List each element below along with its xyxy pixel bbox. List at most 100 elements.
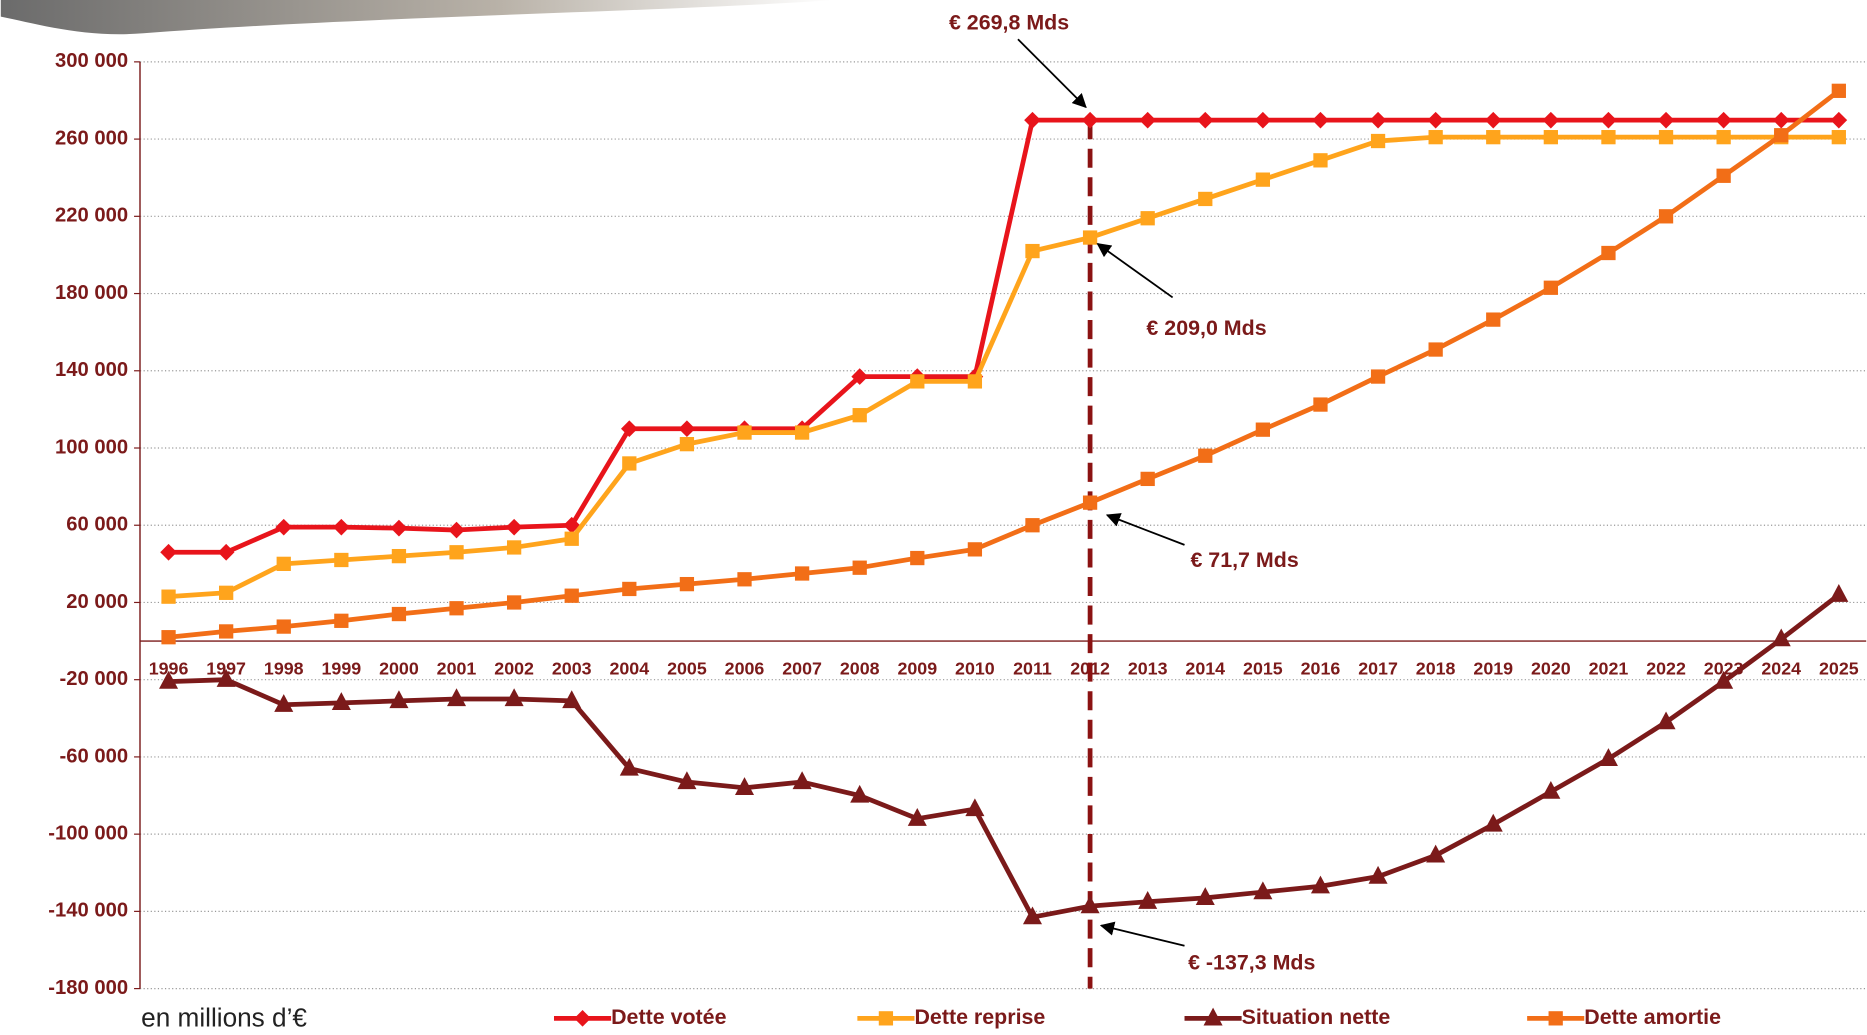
point	[1829, 584, 1848, 602]
x-tick-label: 2022	[1646, 658, 1686, 678]
point	[1600, 112, 1617, 129]
point	[1371, 134, 1385, 148]
x-tick-label: 2003	[552, 658, 592, 678]
point	[622, 582, 636, 596]
y-tick-label: -180 000	[48, 977, 128, 999]
x-tick-label: 2009	[897, 658, 937, 678]
x-tick-label: 2006	[725, 658, 765, 678]
point	[1198, 449, 1212, 463]
point	[275, 519, 292, 536]
point	[1601, 130, 1615, 144]
x-tick-label: 2017	[1358, 658, 1398, 678]
x-tick-label: 2018	[1416, 658, 1456, 678]
point	[1427, 112, 1444, 129]
x-tick-label: 2011	[1013, 658, 1052, 678]
point	[737, 425, 751, 439]
x-tick-label: 2004	[609, 658, 649, 678]
x-tick-label: 2008	[840, 658, 880, 678]
point	[853, 561, 867, 575]
x-tick-label: 2005	[667, 658, 707, 678]
point	[333, 519, 350, 536]
point	[793, 771, 812, 789]
x-tick-label: 2019	[1473, 658, 1513, 678]
point	[1773, 112, 1790, 129]
point	[679, 420, 696, 437]
point	[1141, 211, 1155, 225]
point	[391, 520, 408, 537]
y-tick-label: -140 000	[48, 900, 128, 922]
point	[910, 551, 924, 565]
point	[1544, 130, 1558, 144]
x-tick-label: 2016	[1301, 658, 1341, 678]
y-tick-label: -60 000	[60, 745, 129, 767]
point	[1255, 112, 1272, 129]
point	[1543, 112, 1560, 129]
point	[853, 408, 867, 422]
y-tick-label: 260 000	[55, 127, 128, 149]
x-tick-label: 2000	[379, 658, 419, 678]
x-tick-label: 2010	[955, 658, 995, 678]
annotation-arrow	[1101, 926, 1184, 946]
x-tick-label: 2024	[1761, 658, 1801, 678]
point	[161, 630, 175, 644]
y-tick-label: 220 000	[55, 205, 128, 227]
point	[218, 544, 235, 561]
annotation: € 269,8 Mds	[949, 10, 1069, 34]
point	[219, 586, 233, 600]
legend-label: Dette reprise	[914, 1005, 1045, 1029]
point	[680, 577, 694, 591]
y-tick-label: 60 000	[66, 514, 128, 536]
point	[448, 522, 465, 539]
point	[1313, 153, 1327, 167]
point	[160, 544, 177, 561]
x-tick-label: 1998	[264, 658, 304, 678]
point	[1025, 244, 1039, 258]
point	[1486, 312, 1500, 326]
point	[1256, 423, 1270, 437]
point	[795, 566, 809, 580]
point	[1601, 246, 1615, 260]
point	[506, 519, 523, 536]
point	[1083, 230, 1097, 244]
x-tick-label: 2013	[1128, 658, 1168, 678]
point	[219, 624, 233, 638]
point	[1025, 518, 1039, 532]
point	[1485, 112, 1502, 129]
x-tick-label: 2020	[1531, 658, 1571, 678]
point	[1831, 112, 1848, 129]
point	[392, 607, 406, 621]
point	[507, 595, 521, 609]
point	[737, 572, 751, 586]
point	[622, 456, 636, 470]
point	[1659, 130, 1673, 144]
y-tick-label: 140 000	[55, 359, 128, 381]
x-tick-label: 2025	[1819, 658, 1859, 678]
point	[1659, 209, 1673, 223]
x-tick-label: 2021	[1589, 658, 1629, 678]
point	[392, 549, 406, 563]
point	[1716, 130, 1730, 144]
y-tick-label: 100 000	[55, 436, 128, 458]
point	[277, 557, 291, 571]
point	[277, 619, 291, 633]
point	[1024, 112, 1041, 129]
y-axis-label: en millions d’€	[141, 1002, 307, 1032]
annotation-arrow	[1098, 244, 1173, 298]
legend-marker	[1549, 1011, 1563, 1025]
y-tick-label: 300 000	[55, 50, 128, 72]
point	[334, 614, 348, 628]
annotation-arrow	[1018, 39, 1086, 107]
point	[1198, 192, 1212, 206]
point	[449, 545, 463, 559]
annotation-arrow	[1107, 515, 1184, 545]
legend-label: Dette amortie	[1584, 1005, 1721, 1029]
x-tick-label: 2001	[437, 658, 477, 678]
point	[965, 798, 984, 816]
point	[1832, 84, 1846, 98]
y-tick-label: 180 000	[55, 282, 128, 304]
point	[1658, 112, 1675, 129]
point	[1544, 281, 1558, 295]
legend-marker	[574, 1010, 591, 1027]
x-tick-label: 2014	[1185, 658, 1225, 678]
point	[1141, 472, 1155, 486]
